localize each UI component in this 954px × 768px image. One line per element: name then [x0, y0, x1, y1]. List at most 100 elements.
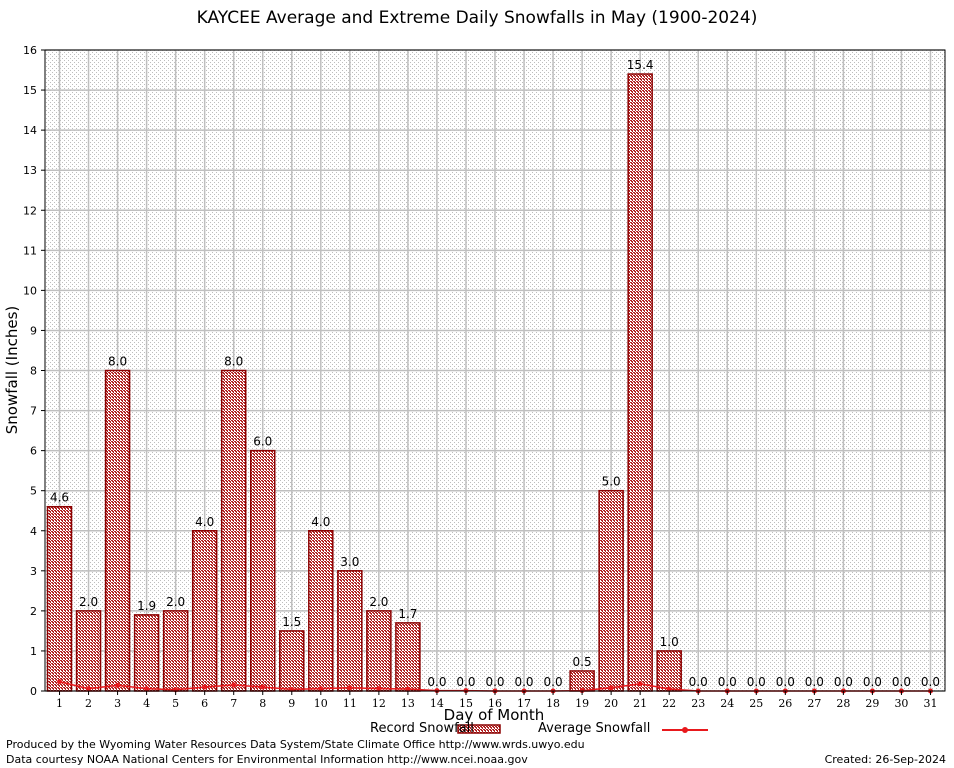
average-snowfall-point: [376, 686, 382, 692]
record-snowfall-bar: [104, 369, 131, 692]
x-tick-label: 14: [430, 697, 444, 710]
record-snowfall-bar: [656, 650, 682, 692]
average-snowfall-point: [405, 686, 411, 692]
y-tick-label: 7: [30, 405, 37, 418]
y-tick-label: 8: [30, 365, 37, 378]
x-tick-label: 11: [343, 697, 357, 710]
x-tick-label: 8: [259, 697, 266, 710]
x-tick-label: 2: [85, 697, 92, 710]
y-tick-label: 14: [23, 124, 37, 137]
x-tick-label: 15: [459, 697, 473, 710]
average-snowfall-point: [115, 682, 121, 688]
y-tick-label: 16: [23, 44, 37, 57]
y-tick-label: 11: [23, 244, 37, 257]
record-snowfall-label: 0.0: [544, 675, 563, 689]
x-tick-label: 21: [633, 697, 647, 710]
legend-avg-marker: [682, 727, 688, 733]
x-tick-label: 20: [604, 697, 618, 710]
x-tick-label: 1: [56, 697, 63, 710]
bars: [46, 73, 682, 692]
record-snowfall-label: 1.9: [137, 599, 156, 613]
x-tick-label: 25: [749, 697, 763, 710]
record-snowfall-label: 0.0: [456, 675, 475, 689]
x-tick-label: 24: [720, 697, 734, 710]
average-snowfall-point: [86, 686, 92, 692]
record-snowfall-label: 5.0: [602, 475, 621, 489]
record-snowfall-label: 1.0: [660, 635, 679, 649]
x-tick-label: 18: [546, 697, 560, 710]
record-snowfall-bar: [75, 610, 102, 692]
y-tick-label: 4: [30, 525, 37, 538]
x-tick-label: 9: [288, 697, 295, 710]
x-tick-label: 13: [401, 697, 415, 710]
x-tick-label: 6: [201, 697, 208, 710]
record-snowfall-label: 8.0: [108, 355, 127, 369]
chart-title: KAYCEE Average and Extreme Daily Snowfal…: [196, 8, 758, 28]
footer-data-courtesy: Data courtesy NOAA National Centers for …: [6, 753, 528, 766]
average-snowfall-point: [318, 686, 324, 692]
record-snowfall-bar: [366, 610, 392, 692]
record-snowfall-label: 1.7: [398, 607, 417, 621]
x-tick-label: 12: [372, 697, 386, 710]
legend-average-snowfall: Average Snowfall: [538, 721, 651, 736]
y-tick-label: 10: [23, 284, 37, 297]
y-tick-label: 9: [30, 324, 37, 337]
footer-produced-by: Produced by the Wyoming Water Resources …: [6, 738, 585, 751]
legend-record-swatch: [457, 724, 501, 734]
x-tick-label: 5: [172, 697, 179, 710]
x-tick-label: 7: [230, 697, 237, 710]
y-tick-label: 0: [30, 685, 37, 698]
record-snowfall-bar: [598, 489, 624, 692]
record-snowfall-label: 1.5: [282, 615, 301, 629]
y-tick-label: 13: [23, 164, 37, 177]
record-snowfall-label: 4.0: [195, 515, 214, 529]
average-snowfall-point: [57, 679, 63, 685]
x-tick-label: 29: [865, 697, 879, 710]
record-snowfall-bar: [133, 614, 160, 692]
average-snowfall-point: [608, 685, 614, 691]
x-tick-label: 30: [894, 697, 908, 710]
record-snowfall-label: 0.0: [921, 675, 940, 689]
x-tick-label: 31: [923, 697, 937, 710]
plot-frame: [44, 49, 946, 692]
x-tick-label: 26: [778, 697, 792, 710]
average-snowfall-point: [144, 686, 150, 692]
x-tick-label: 22: [662, 697, 676, 710]
record-snowfall-label: 0.0: [863, 675, 882, 689]
record-snowfall-label: 4.6: [50, 491, 69, 505]
record-snowfall-bar: [308, 530, 334, 692]
record-snowfall-bar: [569, 670, 595, 692]
x-tick-label: 19: [575, 697, 589, 710]
record-snowfall-label: 2.0: [166, 595, 185, 609]
record-snowfall-label: 0.0: [747, 675, 766, 689]
record-snowfall-label: 4.0: [311, 515, 330, 529]
record-snowfall-bar: [191, 530, 218, 692]
record-snowfall-label: 2.0: [369, 595, 388, 609]
record-snowfall-label: 0.0: [514, 675, 533, 689]
x-tick-label: 4: [143, 697, 150, 710]
average-snowfall-point: [231, 682, 237, 688]
record-snowfall-label: 0.5: [573, 655, 592, 669]
average-snowfall-point: [202, 684, 208, 690]
record-snowfall-label: 0.0: [776, 675, 795, 689]
record-snowfall-label: 6.0: [253, 435, 272, 449]
footer-created-date: Created: 26-Sep-2024: [824, 753, 946, 766]
y-tick-label: 3: [30, 565, 37, 578]
x-axis-label: Day of Month: [443, 706, 545, 724]
x-tick-label: 23: [691, 697, 705, 710]
record-snowfall-bar: [46, 505, 73, 692]
record-snowfall-label: 0.0: [805, 675, 824, 689]
y-tick-label: 6: [30, 445, 37, 458]
average-snowfall-point: [666, 686, 672, 692]
record-snowfall-label: 0.0: [892, 675, 911, 689]
record-snowfall-label: 8.0: [224, 355, 243, 369]
record-snowfall-bar: [220, 369, 247, 692]
record-snowfall-label: 0.0: [834, 675, 853, 689]
y-tick-label: 1: [30, 645, 37, 658]
legend-record-snowfall: Record Snowfall: [370, 721, 474, 736]
x-tick-label: 27: [807, 697, 821, 710]
x-tick-label: 28: [836, 697, 850, 710]
average-snowfall-point: [637, 681, 643, 687]
